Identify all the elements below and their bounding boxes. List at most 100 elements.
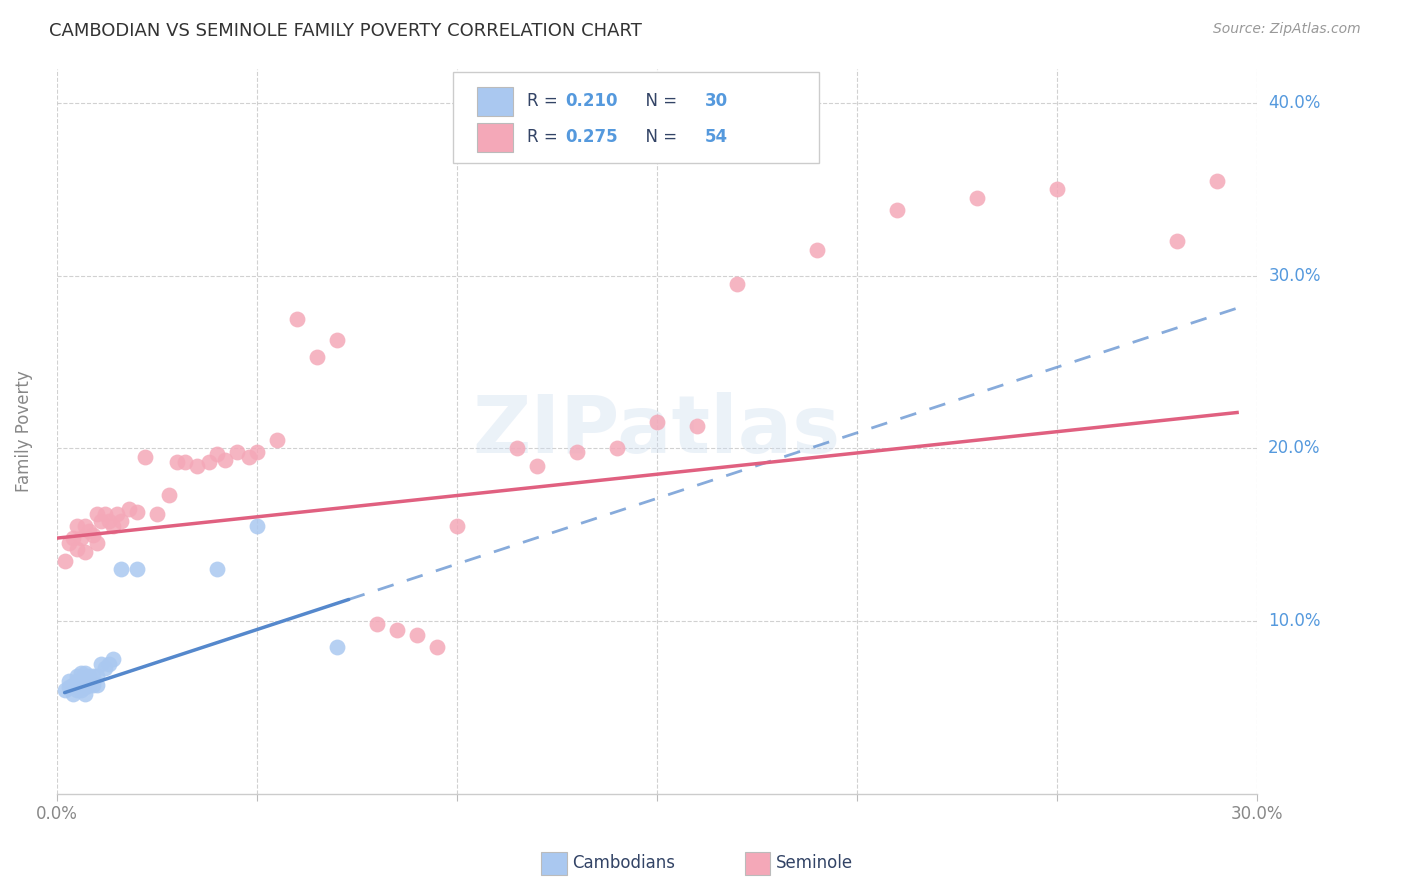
FancyBboxPatch shape xyxy=(477,87,513,116)
Point xyxy=(166,455,188,469)
Point xyxy=(110,562,132,576)
Text: 0.210: 0.210 xyxy=(565,92,619,110)
Point xyxy=(526,458,548,473)
Point xyxy=(86,536,108,550)
Point xyxy=(134,450,156,464)
FancyBboxPatch shape xyxy=(453,72,818,163)
Point xyxy=(58,674,80,689)
Point xyxy=(205,446,228,460)
Point xyxy=(58,536,80,550)
Point xyxy=(73,665,96,680)
Point xyxy=(725,277,748,292)
Point xyxy=(69,531,91,545)
Text: 30: 30 xyxy=(704,92,728,110)
Point xyxy=(966,191,988,205)
Point xyxy=(366,617,388,632)
Point xyxy=(82,678,104,692)
Y-axis label: Family Poverty: Family Poverty xyxy=(15,370,32,492)
Point xyxy=(62,687,84,701)
Point xyxy=(285,311,308,326)
Text: 40.0%: 40.0% xyxy=(1268,94,1320,112)
FancyBboxPatch shape xyxy=(477,123,513,152)
Point xyxy=(173,455,195,469)
Text: R =: R = xyxy=(527,92,564,110)
Point xyxy=(93,660,115,674)
Point xyxy=(65,669,87,683)
Text: 54: 54 xyxy=(704,128,728,146)
Point xyxy=(446,519,468,533)
Point xyxy=(305,350,328,364)
Point xyxy=(238,450,260,464)
Text: Source: ZipAtlas.com: Source: ZipAtlas.com xyxy=(1213,22,1361,37)
Point xyxy=(686,418,709,433)
Point xyxy=(214,453,236,467)
Point xyxy=(73,545,96,559)
Point xyxy=(69,665,91,680)
Point xyxy=(385,623,408,637)
Text: 20.0%: 20.0% xyxy=(1268,440,1320,458)
Point xyxy=(90,514,112,528)
Text: Cambodians: Cambodians xyxy=(572,855,675,872)
Point xyxy=(606,442,628,456)
Point xyxy=(145,507,167,521)
Point xyxy=(186,458,208,473)
Point xyxy=(645,416,668,430)
Point xyxy=(110,514,132,528)
Point xyxy=(266,433,288,447)
Point xyxy=(405,628,427,642)
Point xyxy=(101,519,124,533)
Point xyxy=(73,680,96,694)
Point xyxy=(225,445,247,459)
Point xyxy=(69,683,91,698)
Point xyxy=(97,657,120,672)
Point xyxy=(197,455,219,469)
Point xyxy=(65,519,87,533)
Point xyxy=(806,243,828,257)
Point xyxy=(105,507,128,521)
Point xyxy=(506,442,529,456)
Point xyxy=(157,488,180,502)
Text: N =: N = xyxy=(636,92,683,110)
Point xyxy=(117,501,139,516)
Point xyxy=(65,674,87,689)
Point xyxy=(325,640,347,654)
Point xyxy=(205,562,228,576)
Point xyxy=(246,519,269,533)
Point xyxy=(86,669,108,683)
Point xyxy=(62,531,84,545)
Point xyxy=(73,687,96,701)
Text: R =: R = xyxy=(527,128,564,146)
Point xyxy=(53,683,76,698)
Point xyxy=(77,669,100,683)
Point xyxy=(325,333,347,347)
Point xyxy=(565,445,588,459)
Point xyxy=(1166,234,1188,248)
Point xyxy=(73,673,96,687)
Point xyxy=(53,553,76,567)
Text: CAMBODIAN VS SEMINOLE FAMILY POVERTY CORRELATION CHART: CAMBODIAN VS SEMINOLE FAMILY POVERTY COR… xyxy=(49,22,643,40)
Text: 0.275: 0.275 xyxy=(565,128,619,146)
Point xyxy=(77,678,100,692)
Point xyxy=(125,562,148,576)
Point xyxy=(86,507,108,521)
Point xyxy=(58,680,80,694)
Text: Seminole: Seminole xyxy=(776,855,853,872)
Point xyxy=(90,657,112,672)
Text: 30.0%: 30.0% xyxy=(1268,267,1320,285)
Point xyxy=(73,519,96,533)
Point xyxy=(93,507,115,521)
Point xyxy=(125,505,148,519)
Point xyxy=(69,674,91,689)
Point xyxy=(77,524,100,539)
Point xyxy=(65,541,87,556)
Point xyxy=(1046,182,1069,196)
Point xyxy=(82,669,104,683)
Point xyxy=(82,527,104,541)
Point xyxy=(65,683,87,698)
Point xyxy=(86,678,108,692)
Text: N =: N = xyxy=(636,128,683,146)
Text: ZIPatlas: ZIPatlas xyxy=(472,392,841,470)
Point xyxy=(1206,174,1229,188)
Point xyxy=(886,203,908,218)
Point xyxy=(246,445,269,459)
